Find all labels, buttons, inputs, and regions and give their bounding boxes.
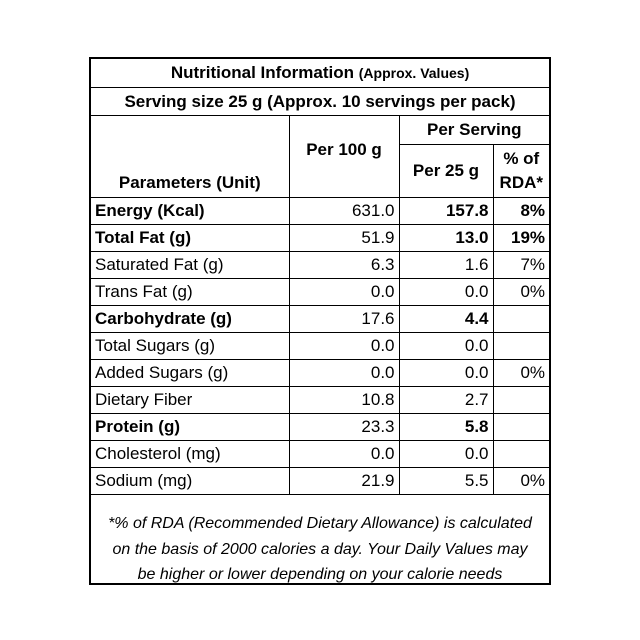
header-rda-line2: RDA* — [499, 173, 543, 192]
per-25g-value: 13.0 — [398, 224, 494, 252]
rda-value: 7% — [492, 251, 550, 279]
table-row: Dietary Fiber 10.8 2.7 — [91, 386, 550, 414]
per-100g-value: 0.0 — [288, 332, 400, 360]
nutrient-name: Saturated Fat (g) — [91, 251, 290, 279]
table-row: Sodium (mg) 21.9 5.5 0% — [91, 467, 550, 495]
per-25g-value: 0.0 — [398, 332, 494, 360]
per-100g-value: 6.3 — [288, 251, 400, 279]
table-row: Cholesterol (mg) 0.0 0.0 — [91, 440, 550, 468]
per-25g-value: 0.0 — [398, 440, 494, 468]
spacer — [398, 494, 494, 495]
nutrient-name: Carbohydrate (g) — [91, 305, 290, 333]
nutrient-name: Dietary Fiber — [91, 386, 290, 414]
table-row: Protein (g) 23.3 5.8 — [91, 413, 550, 441]
rda-value — [492, 386, 550, 414]
per-100g-value: 10.8 — [288, 386, 400, 414]
footnote: *% of RDA (Recommended Dietary Allowance… — [91, 503, 549, 588]
nutrient-name: Energy (Kcal) — [91, 197, 290, 225]
rda-value — [492, 440, 550, 468]
table-row: Total Sugars (g) 0.0 0.0 — [91, 332, 550, 360]
nutrient-name: Total Sugars (g) — [91, 332, 290, 360]
table-row: Energy (Kcal) 631.0 157.8 8% — [91, 197, 550, 225]
header-rda-line1: % of — [503, 149, 540, 168]
rda-value: 0% — [492, 278, 550, 306]
title-text: Nutritional Information — [170, 63, 355, 82]
nutrient-name: Sodium (mg) — [91, 467, 290, 495]
header-parameters: Parameters (Unit) — [91, 115, 290, 198]
nutrient-name: Added Sugars (g) — [91, 359, 290, 387]
table-row: Carbohydrate (g) 17.6 4.4 — [91, 305, 550, 333]
rda-value: 0% — [492, 467, 550, 495]
spacer — [288, 494, 400, 495]
nutrition-panel: Nutritional Information (Approx. Values)… — [89, 57, 551, 585]
per-100g-value: 17.6 — [288, 305, 400, 333]
footnote-line-3: be higher or lower depending on your cal… — [137, 566, 503, 583]
nutrient-name: Total Fat (g) — [91, 224, 290, 252]
footnote-line-1: *% of RDA (Recommended Dietary Allowance… — [108, 515, 532, 532]
table-row: Trans Fat (g) 0.0 0.0 0% — [91, 278, 550, 306]
per-100g-value: 0.0 — [288, 359, 400, 387]
nutrient-name: Trans Fat (g) — [91, 278, 290, 306]
table-row: Saturated Fat (g) 6.3 1.6 7% — [91, 251, 550, 279]
per-25g-value: 2.7 — [398, 386, 494, 414]
rda-value: 8% — [492, 197, 550, 225]
per-25g-value: 4.4 — [398, 305, 494, 333]
table-title: Nutritional Information (Approx. Values) — [91, 59, 550, 88]
per-25g-value: 0.0 — [398, 359, 494, 387]
nutrition-table: Nutritional Information (Approx. Values)… — [91, 59, 550, 495]
nutrient-rows: Energy (Kcal) 631.0 157.8 8% Total Fat (g) 51… — [91, 197, 550, 495]
title-note: (Approx. Values) — [358, 65, 470, 81]
spacer — [91, 494, 290, 495]
header-rda: % of RDA* — [492, 144, 550, 198]
rda-value: 0% — [492, 359, 550, 387]
per-100g-value: 21.9 — [288, 467, 400, 495]
per-25g-value: 157.8 — [398, 197, 494, 225]
per-100g-value: 631.0 — [288, 197, 400, 225]
rda-value: 19% — [492, 224, 550, 252]
header-per-serving: Per Serving — [398, 115, 550, 145]
table-row: Added Sugars (g) 0.0 0.0 0% — [91, 359, 550, 387]
header-per-25g: Per 25 g — [399, 144, 494, 198]
per-25g-value: 5.5 — [398, 467, 494, 495]
serving-size: Serving size 25 g (Approx. 10 servings p… — [91, 87, 550, 116]
rda-value — [492, 332, 550, 360]
rda-value — [492, 305, 550, 333]
nutrient-name: Protein (g) — [91, 413, 290, 441]
per-100g-value: 0.0 — [288, 440, 400, 468]
header-per-100g: Per 100 g — [288, 115, 400, 198]
per-25g-value: 1.6 — [398, 251, 494, 279]
nutrient-name: Cholesterol (mg) — [91, 440, 290, 468]
per-25g-value: 0.0 — [398, 278, 494, 306]
footnote-line-2: on the basis of 2000 calories a day. You… — [112, 540, 528, 558]
spacer — [492, 494, 550, 495]
per-100g-value: 23.3 — [288, 413, 400, 441]
per-100g-value: 51.9 — [288, 224, 400, 252]
per-100g-value: 0.0 — [288, 278, 400, 306]
rda-value — [492, 413, 550, 441]
table-row: Total Fat (g) 51.9 13.0 19% — [91, 224, 550, 252]
per-25g-value: 5.8 — [398, 413, 494, 441]
